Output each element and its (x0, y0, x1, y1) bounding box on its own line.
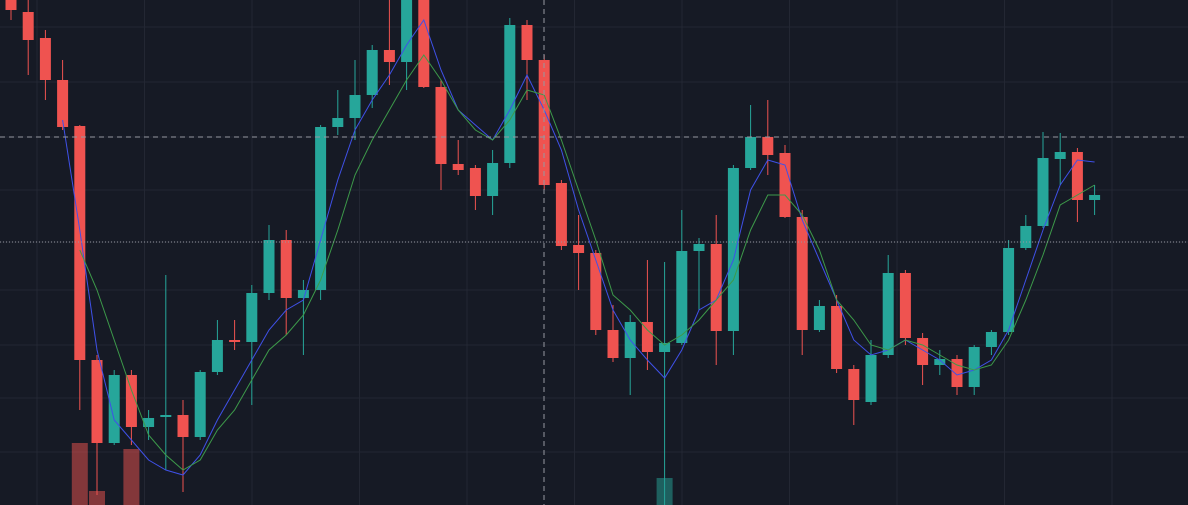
moving-averages (62, 18, 1095, 476)
candle-body (727, 168, 739, 331)
candle-body (332, 118, 344, 127)
candle-body (1089, 195, 1101, 200)
candle-body (779, 153, 791, 217)
candle-body (418, 0, 430, 87)
candle-body (917, 338, 929, 365)
candle-body (469, 168, 481, 196)
candle-body (125, 375, 137, 427)
candle-body (143, 418, 155, 427)
candle-body (349, 95, 361, 118)
candle-body (831, 306, 843, 369)
candle-body (659, 343, 671, 352)
candle-body (91, 360, 103, 443)
candle-body (297, 290, 309, 298)
candle-body (882, 273, 894, 355)
candle-body (555, 183, 567, 246)
candle-body (280, 240, 292, 298)
candle-body (710, 244, 722, 331)
candle-body (796, 217, 808, 330)
candle-body (229, 340, 241, 342)
candles (5, 0, 1101, 505)
candle-body (1020, 226, 1032, 248)
candle-body (951, 359, 963, 387)
candle-body (22, 12, 34, 40)
volume-bar (123, 449, 140, 505)
candle-body (848, 369, 860, 400)
candle-body (590, 253, 602, 330)
candle-body (39, 38, 51, 80)
candle-body (813, 306, 825, 330)
candle-body (366, 50, 378, 95)
candle-body (865, 355, 877, 402)
candle-body (383, 50, 395, 62)
candle-body (160, 415, 172, 417)
candle-body (985, 332, 997, 347)
candle-body (968, 347, 980, 387)
moving-average-line (62, 18, 1095, 476)
candle-body (676, 251, 688, 343)
candle-body (452, 164, 464, 170)
candle-body (745, 137, 757, 168)
candle-body (693, 244, 705, 251)
candle-body (1037, 158, 1049, 226)
candle-body (899, 273, 911, 338)
candle-body (504, 25, 516, 163)
candle-body (641, 322, 653, 352)
candle-body (1071, 152, 1083, 200)
candle-body (538, 60, 550, 185)
candle-body (607, 330, 619, 358)
candle-body (246, 293, 258, 342)
candle-body (57, 80, 69, 127)
candle-body (1003, 248, 1015, 332)
volume-bar (71, 443, 88, 505)
candle-body (401, 0, 413, 62)
candle-body (177, 415, 189, 437)
moving-average-line (79, 54, 1095, 471)
candle-body (487, 163, 499, 196)
candle-body (521, 25, 533, 60)
candle-body (194, 372, 206, 437)
candle-body (211, 340, 223, 372)
volume-bar (89, 491, 105, 505)
candle-body (263, 240, 275, 293)
volume (71, 443, 673, 505)
candle-body (74, 126, 86, 360)
candle-body (435, 87, 447, 164)
candle-body (1054, 152, 1066, 159)
candle-body (573, 245, 585, 253)
candle-body (934, 359, 946, 365)
candle-body (315, 127, 327, 290)
candle-body (762, 137, 774, 155)
candle-body (5, 0, 17, 10)
candle-body (108, 375, 120, 443)
